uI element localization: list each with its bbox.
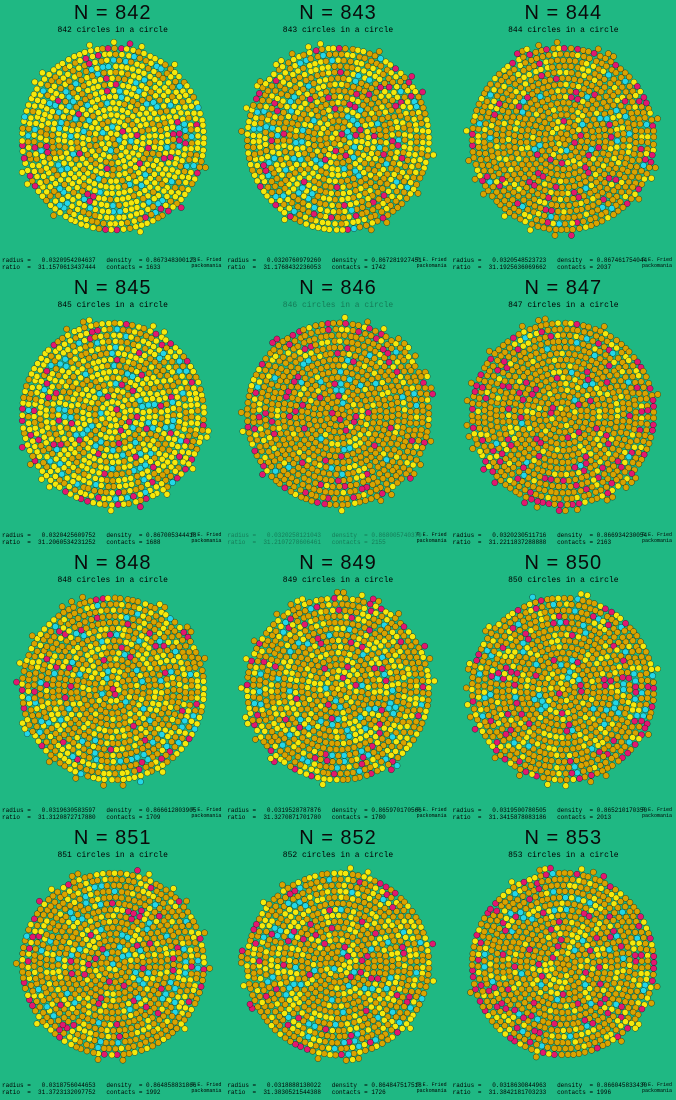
subtitle: 851 circles in a circle: [0, 851, 225, 860]
packing-disc: [463, 39, 663, 239]
meta-text: radius = 0.0320548523723 density = 0.867…: [453, 257, 647, 271]
meta-text: radius = 0.0318756044653 density = 0.864…: [2, 1082, 196, 1096]
packing-cell: N = 844 844 circles in a circle radius = 0…: [451, 0, 676, 275]
packing-disc: [13, 314, 213, 514]
n-title: N = 845: [0, 277, 225, 299]
meta-text: radius = 0.0320760979260 density = 0.867…: [227, 257, 421, 271]
credit: © E. Fried packomania: [642, 1082, 672, 1094]
packing-disc: [238, 39, 438, 239]
disc-wrap: [225, 589, 450, 789]
meta-text: radius = 0.0318630844963 density = 0.866…: [453, 1082, 647, 1096]
packing-cell: N = 849 849 circles in a circle radius = 0…: [225, 550, 450, 825]
meta-text: radius = 0.0320230511716 density = 0.866…: [453, 532, 647, 546]
packing-grid: N = 842 842 circles in a circle radius = 0…: [0, 0, 676, 1100]
disc-wrap: [0, 589, 225, 789]
disc-wrap: [0, 314, 225, 514]
disc-wrap: [451, 864, 676, 1064]
subtitle: 846 circles in a circle: [225, 301, 450, 310]
credit: © E. Fried packomania: [191, 257, 221, 269]
packing-cell: N = 850 850 circles in a circle radius = 0…: [451, 550, 676, 825]
credit: © E. Fried packomania: [642, 257, 672, 269]
packing-disc: [13, 39, 213, 239]
credit: © E. Fried packomania: [191, 807, 221, 819]
credit: © E. Fried packomania: [417, 1082, 447, 1094]
n-title: N = 849: [225, 552, 450, 574]
credit: © E. Fried packomania: [417, 257, 447, 269]
n-title: N = 851: [0, 827, 225, 849]
subtitle: 850 circles in a circle: [451, 576, 676, 585]
credit: © E. Fried packomania: [191, 532, 221, 544]
packing-cell: N = 845 845 circles in a circle radius = 0…: [0, 275, 225, 550]
packing-cell: N = 843 843 circles in a circle radius = 0…: [225, 0, 450, 275]
subtitle: 843 circles in a circle: [225, 26, 450, 35]
credit: © E. Fried packomania: [642, 807, 672, 819]
n-title: N = 843: [225, 2, 450, 24]
packing-disc: [238, 864, 438, 1064]
packing-disc: [463, 864, 663, 1064]
packing-disc: [463, 314, 663, 514]
subtitle: 845 circles in a circle: [0, 301, 225, 310]
disc-wrap: [451, 39, 676, 239]
packing-disc: [238, 589, 438, 789]
subtitle: 842 circles in a circle: [0, 26, 225, 35]
subtitle: 853 circles in a circle: [451, 851, 676, 860]
packing-cell: N = 851 851 circles in a circle radius = 0…: [0, 825, 225, 1100]
packing-cell: N = 842 842 circles in a circle radius = 0…: [0, 0, 225, 275]
packing-disc: [13, 864, 213, 1064]
subtitle: 849 circles in a circle: [225, 576, 450, 585]
disc-wrap: [0, 864, 225, 1064]
n-title: N = 846: [225, 277, 450, 299]
credit: © E. Fried packomania: [191, 1082, 221, 1094]
subtitle: 848 circles in a circle: [0, 576, 225, 585]
disc-wrap: [0, 39, 225, 239]
subtitle: 844 circles in a circle: [451, 26, 676, 35]
disc-wrap: [225, 314, 450, 514]
packing-disc: [13, 589, 213, 789]
meta-text: radius = 0.0320258121043 density = 0.868…: [227, 532, 421, 546]
subtitle: 852 circles in a circle: [225, 851, 450, 860]
packing-disc: [238, 314, 438, 514]
meta-text: radius = 0.0319528787876 density = 0.865…: [227, 807, 421, 821]
packing-cell: N = 846 846 circles in a circle radius = 0…: [225, 275, 450, 550]
disc-wrap: [225, 864, 450, 1064]
meta-text: radius = 0.0320425609752 density = 0.867…: [2, 532, 196, 546]
credit: © E. Fried packomania: [642, 532, 672, 544]
packing-disc: [463, 589, 663, 789]
credit: © E. Fried packomania: [417, 532, 447, 544]
n-title: N = 844: [451, 2, 676, 24]
disc-wrap: [451, 314, 676, 514]
n-title: N = 850: [451, 552, 676, 574]
n-title: N = 848: [0, 552, 225, 574]
packing-cell: N = 848 848 circles in a circle radius = 0…: [0, 550, 225, 825]
subtitle: 847 circles in a circle: [451, 301, 676, 310]
meta-text: radius = 0.0319630583597 density = 0.866…: [2, 807, 196, 821]
meta-text: radius = 0.0320954204637 density = 0.867…: [2, 257, 196, 271]
packing-cell: N = 852 852 circles in a circle radius = 0…: [225, 825, 450, 1100]
packing-cell: N = 853 853 circles in a circle radius = 0…: [451, 825, 676, 1100]
n-title: N = 853: [451, 827, 676, 849]
meta-text: radius = 0.0319500780505 density = 0.865…: [453, 807, 647, 821]
n-title: N = 847: [451, 277, 676, 299]
credit: © E. Fried packomania: [417, 807, 447, 819]
n-title: N = 852: [225, 827, 450, 849]
packing-cell: N = 847 847 circles in a circle radius = 0…: [451, 275, 676, 550]
n-title: N = 842: [0, 2, 225, 24]
disc-wrap: [225, 39, 450, 239]
meta-text: radius = 0.0318888138022 density = 0.864…: [227, 1082, 421, 1096]
disc-wrap: [451, 589, 676, 789]
